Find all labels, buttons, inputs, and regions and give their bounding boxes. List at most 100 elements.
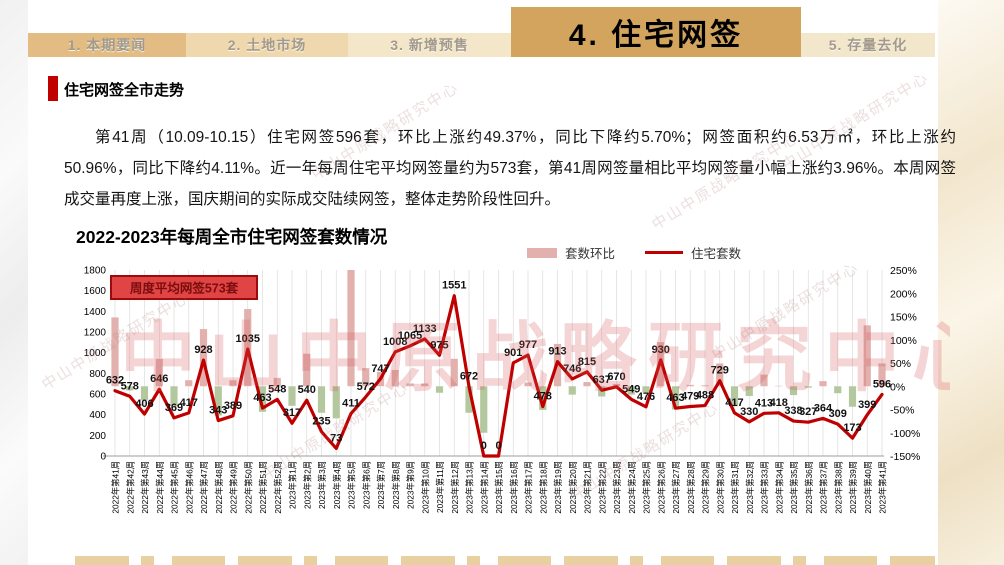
svg-text:413: 413 (755, 397, 773, 409)
svg-text:389: 389 (224, 400, 242, 412)
svg-text:周度平均网签573套: 周度平均网签573套 (130, 281, 239, 296)
svg-text:2022年第41周: 2022年第41周 (111, 461, 121, 514)
svg-text:549: 549 (622, 383, 640, 395)
svg-text:2023年第6周: 2023年第6周 (361, 461, 371, 509)
section-title: 住宅网签全市走势 (64, 82, 185, 99)
summary-paragraph: 第41周（10.09-10.15）住宅网签596套，环比上涨约49.37%，同比… (64, 128, 956, 208)
svg-text:2023年第1周: 2023年第1周 (288, 461, 298, 509)
svg-text:632: 632 (106, 375, 124, 387)
svg-text:2023年第5周: 2023年第5周 (347, 461, 357, 509)
svg-text:0: 0 (100, 452, 106, 463)
tab-inventory[interactable]: 5. 存量去化 (801, 33, 935, 57)
svg-text:150%: 150% (890, 312, 917, 324)
svg-text:2023年第29周: 2023年第29周 (701, 461, 711, 514)
svg-text:2023年第35周: 2023年第35周 (789, 461, 799, 514)
svg-text:2023年第17周: 2023年第17周 (524, 461, 534, 514)
section-marker-bar (48, 76, 58, 101)
svg-text:2023年第31周: 2023年第31周 (730, 461, 740, 514)
svg-text:200%: 200% (890, 288, 917, 300)
svg-text:364: 364 (814, 402, 833, 414)
svg-text:2023年第38周: 2023年第38周 (833, 461, 843, 514)
svg-text:2023年第41周: 2023年第41周 (878, 461, 888, 514)
svg-text:1200: 1200 (84, 328, 107, 339)
svg-text:2022年第45周: 2022年第45周 (170, 461, 180, 514)
svg-text:235: 235 (312, 416, 330, 428)
svg-text:50%: 50% (890, 358, 911, 370)
svg-text:975: 975 (430, 339, 448, 351)
svg-text:646: 646 (150, 373, 168, 385)
chart-title: 2022-2023年每周全市住宅网签套数情况 (76, 227, 388, 247)
svg-text:2023年第11周: 2023年第11周 (435, 461, 445, 513)
svg-text:309: 309 (829, 408, 847, 420)
svg-text:2023年第28周: 2023年第28周 (686, 461, 696, 514)
svg-text:338: 338 (784, 405, 802, 417)
svg-text:1035: 1035 (236, 333, 260, 345)
svg-text:406: 406 (135, 398, 153, 410)
svg-text:2023年第32周: 2023年第32周 (745, 461, 755, 514)
svg-text:2022年第50周: 2022年第50周 (243, 461, 253, 514)
svg-text:2023年第39周: 2023年第39周 (848, 461, 858, 514)
svg-text:928: 928 (194, 344, 212, 356)
svg-text:2023年第36周: 2023年第36周 (804, 461, 814, 514)
legend-bar-swatch-icon (527, 247, 557, 258)
svg-text:2022年第43周: 2022年第43周 (140, 461, 150, 514)
svg-text:540: 540 (298, 384, 316, 396)
svg-text:0: 0 (495, 440, 501, 452)
svg-text:399: 399 (858, 399, 876, 411)
svg-text:2022年第44周: 2022年第44周 (155, 461, 165, 514)
svg-text:73: 73 (330, 432, 342, 444)
svg-text:463: 463 (253, 392, 271, 404)
svg-text:200: 200 (89, 431, 106, 442)
svg-text:1065: 1065 (398, 330, 422, 342)
svg-text:463: 463 (666, 392, 684, 404)
svg-text:173: 173 (843, 422, 861, 434)
signing-chart-canvas: 0 200 400 600 800 1000 1200 1400 1600 1800 -150% -1… (84, 265, 921, 514)
svg-text:330: 330 (740, 406, 758, 418)
svg-text:417: 417 (180, 397, 198, 409)
svg-text:815: 815 (578, 356, 596, 368)
svg-text:2023年第19周: 2023年第19周 (553, 461, 563, 514)
svg-text:2023年第16周: 2023年第16周 (509, 461, 519, 514)
svg-text:977: 977 (519, 339, 537, 351)
svg-text:2023年第22周: 2023年第22周 (597, 461, 607, 514)
svg-text:2023年第26周: 2023年第26周 (656, 461, 666, 514)
svg-text:572: 572 (357, 381, 375, 393)
svg-text:2023年第9周: 2023年第9周 (406, 461, 416, 509)
svg-text:2023年第27周: 2023年第27周 (671, 461, 681, 514)
svg-text:1133: 1133 (413, 323, 437, 335)
svg-text:327: 327 (799, 406, 817, 418)
svg-text:600: 600 (89, 390, 106, 401)
svg-text:317: 317 (283, 407, 301, 419)
svg-text:2022年第49周: 2022年第49周 (229, 461, 239, 514)
svg-text:729: 729 (711, 365, 729, 377)
svg-text:2023年第24周: 2023年第24周 (627, 461, 637, 514)
svg-text:670: 670 (607, 371, 625, 383)
legend-line-label: 住宅套数 (691, 247, 742, 261)
tab-new-presale[interactable]: 3. 新增预售 (348, 33, 511, 57)
right-edge-band (938, 0, 1004, 565)
svg-text:2022年第48周: 2022年第48周 (214, 461, 224, 514)
svg-text:596: 596 (873, 378, 891, 390)
svg-text:478: 478 (534, 391, 552, 403)
tab-weekly-news[interactable]: 1. 本期要闻 (28, 33, 186, 57)
tab-land-market[interactable]: 2. 土地市场 (186, 33, 348, 57)
svg-text:800: 800 (89, 369, 106, 380)
svg-text:2022年第46周: 2022年第46周 (184, 461, 194, 514)
svg-text:930: 930 (652, 344, 670, 356)
svg-text:343: 343 (209, 405, 227, 417)
svg-text:400: 400 (89, 410, 106, 421)
svg-text:476: 476 (637, 391, 655, 403)
svg-text:1800: 1800 (84, 266, 107, 277)
svg-text:0%: 0% (890, 381, 905, 393)
left-edge-band (0, 0, 28, 565)
tab-residential-signing-active[interactable]: 4. 住宅网签 (511, 7, 801, 57)
svg-text:417: 417 (725, 397, 743, 409)
svg-text:479: 479 (681, 391, 699, 403)
svg-text:2023年第4周: 2023年第4周 (332, 461, 342, 509)
svg-text:2023年第25周: 2023年第25周 (642, 461, 652, 514)
svg-text:2023年第30周: 2023年第30周 (715, 461, 725, 514)
svg-text:418: 418 (770, 397, 788, 409)
svg-text:901: 901 (504, 347, 522, 359)
svg-text:548: 548 (268, 383, 286, 395)
